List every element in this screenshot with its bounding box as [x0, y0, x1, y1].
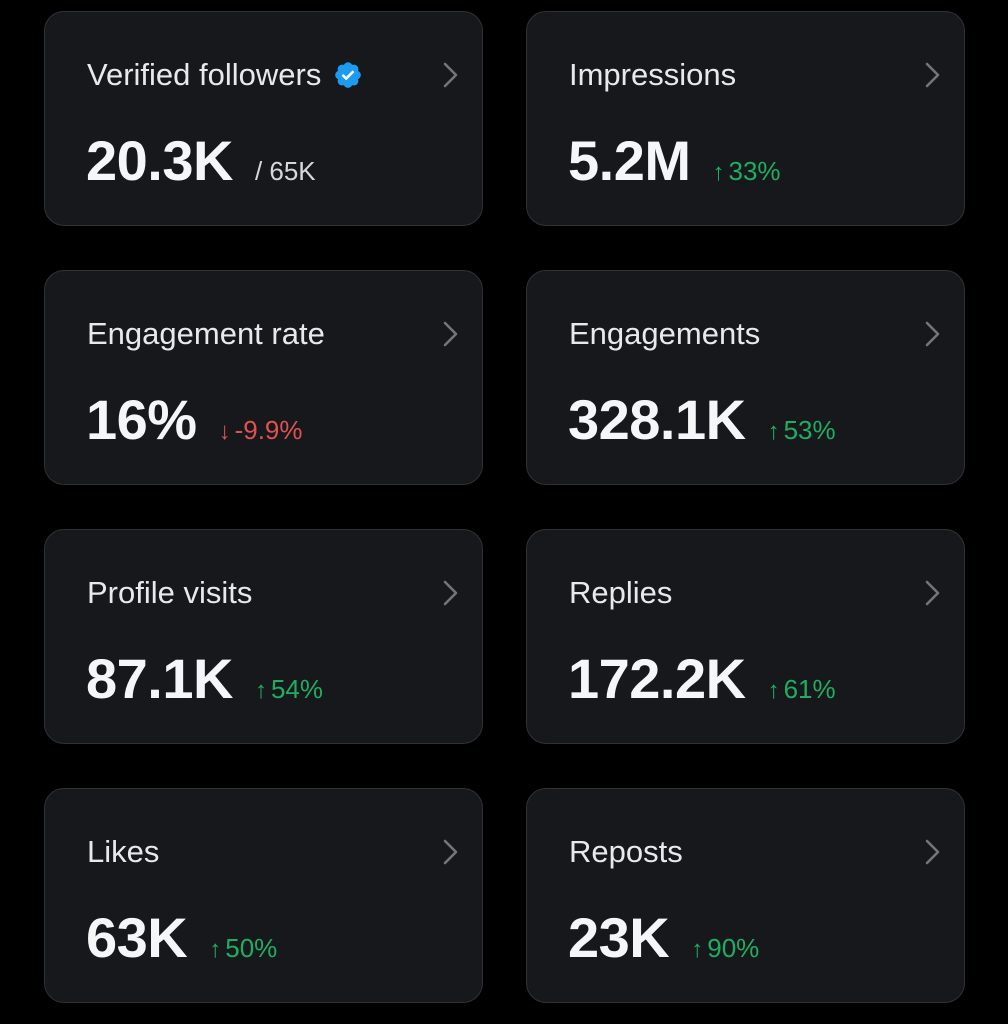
- chevron-right-icon[interactable]: [440, 578, 462, 608]
- card-title: Engagement rate: [87, 315, 325, 353]
- card-title: Engagements: [569, 315, 760, 353]
- metric-value-row: 63K ↑ 50%: [86, 907, 277, 969]
- engagements-card[interactable]: Engagements 328.1K ↑ 53%: [526, 270, 965, 485]
- card-title-label: Profile visits: [87, 575, 253, 610]
- metric-delta: ↑ 53%: [768, 415, 836, 446]
- metric-delta: ↑ 54%: [255, 674, 323, 705]
- arrow-up-icon: ↑: [767, 677, 780, 704]
- delta-value: 90%: [707, 933, 760, 963]
- metric-value: 20.3K: [86, 129, 233, 192]
- card-title-label: Engagements: [569, 316, 761, 351]
- card-title: Likes: [87, 833, 159, 871]
- metric-delta: ↑ 33%: [713, 156, 781, 187]
- verified-followers-card[interactable]: Verified followers 20.3K / 65K: [44, 11, 483, 226]
- metrics-grid: Verified followers 20.3K / 65K Impressio…: [44, 11, 965, 1003]
- card-title-label: Impressions: [569, 57, 737, 92]
- card-title: Impressions: [569, 56, 736, 94]
- delta-value: 61%: [783, 674, 836, 704]
- metric-value-row: 87.1K ↑ 54%: [86, 648, 323, 710]
- impressions-card[interactable]: Impressions 5.2M ↑ 33%: [526, 11, 965, 226]
- arrow-down-icon: ↓: [218, 418, 231, 445]
- delta-value: 53%: [783, 415, 836, 445]
- chevron-right-icon[interactable]: [440, 319, 462, 349]
- metric-value-row: 172.2K ↑ 61%: [568, 648, 836, 710]
- arrow-up-icon: ↑: [209, 936, 222, 963]
- metric-value: 5.2M: [568, 129, 691, 192]
- delta-value: 50%: [225, 933, 278, 963]
- verified-badge-icon: [335, 62, 362, 88]
- card-title-label: Replies: [569, 575, 673, 610]
- metric-value-row: 23K ↑ 90%: [568, 907, 759, 969]
- engagement-rate-card[interactable]: Engagement rate 16% ↓ -9.9%: [44, 270, 483, 485]
- card-title-label: Verified followers: [87, 57, 322, 92]
- metric-value: 63K: [86, 906, 188, 969]
- metric-value-row: 16% ↓ -9.9%: [86, 389, 303, 451]
- card-title: Verified followers: [87, 56, 363, 94]
- metric-value: 87.1K: [86, 647, 233, 710]
- metric-delta: ↓ -9.9%: [219, 415, 303, 446]
- chevron-right-icon[interactable]: [922, 60, 944, 90]
- chevron-right-icon[interactable]: [922, 837, 944, 867]
- card-title-label: Likes: [87, 834, 160, 869]
- arrow-up-icon: ↑: [254, 677, 267, 704]
- profile-visits-card[interactable]: Profile visits 87.1K ↑ 54%: [44, 529, 483, 744]
- metric-delta: ↑ 50%: [209, 933, 277, 964]
- arrow-up-icon: ↑: [767, 418, 780, 445]
- card-title-label: Reposts: [569, 834, 683, 869]
- reposts-card[interactable]: Reposts 23K ↑ 90%: [526, 788, 965, 1003]
- delta-value: 54%: [270, 674, 323, 704]
- metric-total: / 65K: [254, 156, 316, 186]
- metric-value: 328.1K: [568, 388, 746, 451]
- chevron-right-icon[interactable]: [440, 60, 462, 90]
- metric-value-row: 20.3K / 65K: [86, 130, 316, 192]
- metric-delta: ↑ 90%: [691, 933, 759, 964]
- card-title: Profile visits: [87, 574, 252, 612]
- delta-value: 33%: [728, 156, 781, 186]
- likes-card[interactable]: Likes 63K ↑ 50%: [44, 788, 483, 1003]
- metric-value: 16%: [86, 388, 197, 451]
- metric-delta: ↑ 61%: [768, 674, 836, 705]
- replies-card[interactable]: Replies 172.2K ↑ 61%: [526, 529, 965, 744]
- metric-value-row: 5.2M ↑ 33%: [568, 130, 781, 192]
- arrow-up-icon: ↑: [691, 936, 704, 963]
- delta-value: -9.9%: [234, 415, 303, 445]
- arrow-up-icon: ↑: [712, 159, 725, 186]
- card-title-label: Engagement rate: [87, 316, 325, 351]
- card-title: Reposts: [569, 833, 683, 871]
- chevron-right-icon[interactable]: [440, 837, 462, 867]
- metric-value-row: 328.1K ↑ 53%: [568, 389, 836, 451]
- chevron-right-icon[interactable]: [922, 578, 944, 608]
- card-title: Replies: [569, 574, 672, 612]
- metric-value: 172.2K: [568, 647, 746, 710]
- metric-value: 23K: [568, 906, 670, 969]
- chevron-right-icon[interactable]: [922, 319, 944, 349]
